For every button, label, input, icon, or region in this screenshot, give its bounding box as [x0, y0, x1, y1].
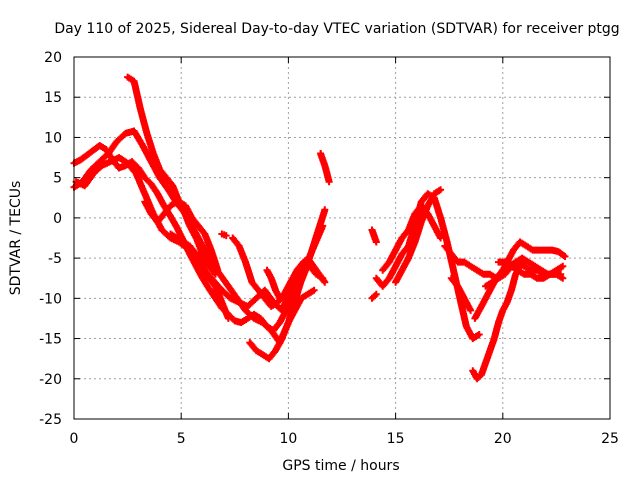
- series-track-16: [392, 186, 445, 286]
- series-track-12: [368, 290, 380, 302]
- y-axis-label: SDTVAR / TECUs: [8, 181, 24, 296]
- marker-track: [471, 238, 569, 322]
- series-track-13: [368, 226, 380, 246]
- axis-ticks: 0 5 10 15 20 25 20 15 10 5 0 -5 -10 -15 -20 -25: [39, 50, 619, 447]
- x-tick-label: 10: [279, 431, 297, 447]
- marker-track: [482, 258, 567, 290]
- x-tick-label: 25: [601, 431, 619, 447]
- series-track-18: [447, 274, 475, 314]
- y-tick-label: 5: [53, 171, 62, 187]
- data-points: [70, 73, 569, 383]
- y-tick-label: 20: [44, 50, 62, 66]
- y-tick-label: -10: [39, 291, 62, 307]
- marker-track: [392, 186, 445, 286]
- marker-track: [469, 258, 528, 383]
- marker-track: [368, 290, 380, 302]
- series-track-6: [167, 230, 232, 322]
- y-tick-label: 0: [53, 211, 62, 227]
- grid-lines: [74, 57, 610, 419]
- marker-track: [246, 286, 318, 363]
- marker-track: [317, 150, 333, 186]
- marker-track: [368, 226, 380, 246]
- marker-track: [124, 73, 222, 274]
- series-track-20: [471, 238, 569, 322]
- y-tick-label: -20: [39, 372, 62, 388]
- series-track-4: [124, 73, 222, 274]
- y-tick-label: -5: [48, 251, 62, 267]
- chart-title: Day 110 of 2025, Sidereal Day-to-day VTE…: [54, 21, 619, 37]
- marker-track: [447, 274, 475, 314]
- x-tick-label: 5: [177, 431, 186, 447]
- series-track-11: [317, 150, 333, 186]
- x-tick-label: 20: [494, 431, 512, 447]
- marker-track: [379, 202, 445, 274]
- y-tick-label: 15: [44, 90, 62, 106]
- x-tick-label: 0: [70, 431, 79, 447]
- series-track-5: [141, 198, 219, 278]
- x-axis-label: GPS time / hours: [282, 458, 399, 474]
- series-track-15: [379, 202, 445, 274]
- series-track-19: [469, 258, 528, 383]
- plot-frame: [73, 56, 611, 420]
- series-track-22: [482, 258, 567, 290]
- marker-track: [167, 230, 232, 322]
- marker-track: [141, 198, 219, 278]
- y-tick-label: -25: [39, 412, 62, 428]
- marker-track: [218, 230, 230, 240]
- series-track-9: [246, 286, 318, 363]
- marker-track: [263, 266, 284, 302]
- y-tick-label: 10: [44, 130, 62, 146]
- series-track-7: [218, 230, 230, 240]
- series-track-10: [263, 266, 284, 302]
- y-tick-label: -15: [39, 332, 62, 348]
- x-tick-label: 15: [387, 431, 405, 447]
